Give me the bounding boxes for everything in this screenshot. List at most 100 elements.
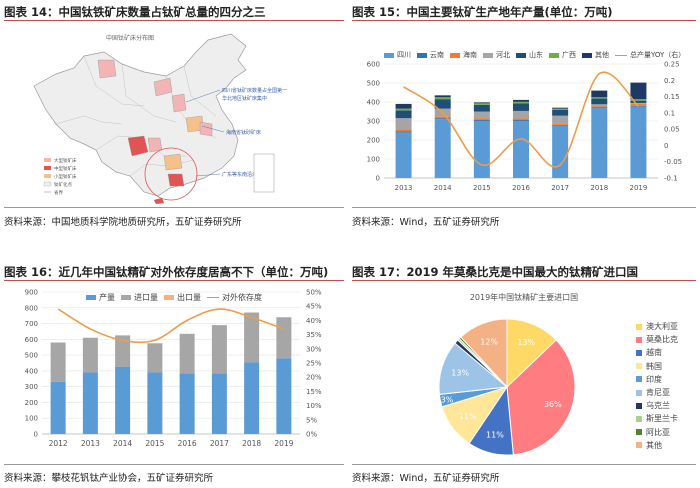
bar-segment bbox=[473, 103, 490, 105]
y2-tick-label: 35% bbox=[306, 331, 322, 339]
panel-title: 图表 15：中国主要钛矿生产地年产量(单位：万吨) bbox=[352, 5, 613, 19]
bar-segment bbox=[591, 105, 608, 107]
hainan-island bbox=[153, 197, 165, 204]
bar-segment bbox=[395, 131, 412, 133]
bar-segment bbox=[552, 125, 569, 178]
svg-text:广东等东南沿海钛砂矿: 广东等东南沿海钛砂矿 bbox=[222, 171, 272, 178]
y2-tick-label: -0.1 bbox=[664, 175, 678, 183]
dependence-chart: 0 100 200 300 400 500 600 700 800 900 50% 45% 40% 35%… bbox=[25, 289, 322, 449]
pie-slice bbox=[506, 339, 576, 456]
legend-item: 产量 bbox=[86, 292, 115, 303]
chart-legend: 产量 进口量 出口量 对外依存度 bbox=[86, 292, 268, 303]
x-tick-label: 2013 bbox=[81, 439, 100, 448]
legend-item: 对外依存度 bbox=[207, 292, 262, 303]
y-tick-label: 300 bbox=[367, 118, 380, 126]
x-tick-label: 2016 bbox=[178, 439, 197, 448]
bar-segment bbox=[115, 366, 131, 434]
bar-segment bbox=[513, 120, 529, 121]
bar-segment bbox=[179, 373, 195, 434]
source-text: 资料来源：攀枝花钒钛产业协会，五矿证券研究所 bbox=[4, 473, 214, 484]
svg-text:钛矿化点: 钛矿化点 bbox=[54, 181, 72, 188]
pie-legend-item: 韩国 bbox=[636, 360, 678, 373]
panel-imports: 图表 17：2019 年莫桑比克是中国最大的钛精矿进口国 2019年中国钛精矿主… bbox=[352, 264, 696, 486]
bar-segment bbox=[473, 104, 490, 112]
y2-tick-label: 50% bbox=[306, 289, 322, 297]
y-tick-label: 100 bbox=[367, 156, 380, 164]
legend-swatch bbox=[636, 376, 642, 383]
panel-title: 图表 17：2019 年莫桑比克是中国最大的钛精矿进口国 bbox=[352, 265, 639, 279]
y-tick-label: 700 bbox=[25, 320, 38, 328]
pie-legend-item: 斯里兰卡 bbox=[636, 412, 678, 425]
bar-segment bbox=[179, 333, 195, 374]
map-legend: 大型钛矿床 中型钛矿床 小型钛矿床 钛矿化点 省界 bbox=[43, 157, 77, 196]
bar-segment bbox=[473, 111, 490, 119]
source-text: 资料来源：Wind，五矿证券研究所 bbox=[352, 217, 500, 228]
highlight-circle bbox=[144, 147, 198, 201]
bar-segment bbox=[147, 372, 163, 434]
y-tick-label: 200 bbox=[367, 137, 380, 145]
legend-label: 肯尼亚 bbox=[646, 388, 670, 398]
x-tick-label: 2017 bbox=[551, 184, 569, 192]
y2-tick-label: 5% bbox=[306, 416, 317, 424]
x-tick-label: 2018 bbox=[242, 439, 261, 448]
pie-title: 2019年中国钛精矿主要进口国 bbox=[469, 293, 579, 302]
x-tick-label: 2012 bbox=[49, 439, 68, 448]
dependence-line bbox=[57, 308, 285, 344]
bar-segment bbox=[513, 110, 529, 119]
y-tick-label: 500 bbox=[367, 80, 380, 88]
bar-segment bbox=[147, 343, 163, 373]
bar-segment bbox=[434, 99, 451, 109]
bar-segment bbox=[395, 129, 412, 132]
y2-tick-label: 0.1 bbox=[664, 109, 675, 117]
legend-label: 韩国 bbox=[646, 361, 662, 371]
panel-title: 图表 16：近几年中国钛精矿对外依存度居高不下（单位：万吨) bbox=[4, 265, 329, 279]
legend-swatch bbox=[636, 429, 642, 436]
bar-segment bbox=[513, 99, 529, 102]
bar-segment bbox=[552, 108, 569, 110]
panel-map: 图表 14：中国钛铁矿床数量占钛矿总量的四分之三 中国钛矿床分布图 bbox=[4, 4, 344, 236]
y2-tick-label: 40% bbox=[306, 317, 322, 325]
bar-segment bbox=[244, 362, 260, 434]
bar-segment bbox=[434, 95, 451, 98]
x-tick-label: 2015 bbox=[145, 439, 164, 448]
y2-tick-label: 0% bbox=[306, 431, 317, 439]
legend-swatch bbox=[636, 442, 642, 449]
bar-segment bbox=[473, 102, 490, 104]
legend-label: 斯里兰卡 bbox=[646, 414, 678, 424]
y-tick-label: 600 bbox=[367, 61, 380, 69]
x-tick-label: 2016 bbox=[512, 184, 530, 192]
legend-label: 阿比亚 bbox=[646, 427, 670, 437]
bar-segment bbox=[591, 90, 608, 98]
bar-segment bbox=[591, 107, 608, 178]
bar-segment bbox=[591, 104, 608, 106]
legend-label: 莫桑比克 bbox=[646, 335, 678, 345]
pie-legend-item: 莫桑比克 bbox=[636, 333, 678, 346]
svg-text:四川省钛矿床数量占全国第一: 四川省钛矿床数量占全国第一 bbox=[222, 87, 287, 94]
legend-swatch bbox=[636, 349, 642, 356]
pie-legend-item: 乌克兰 bbox=[636, 399, 678, 412]
bar-segment bbox=[276, 317, 292, 359]
y2-tick-label: 0.2 bbox=[664, 77, 675, 85]
y-tick-label: 400 bbox=[367, 99, 380, 107]
bar-segment bbox=[473, 121, 490, 178]
bar-segment bbox=[513, 121, 529, 178]
source-text: 资料来源：中国地质科学院地质研究所，五矿证券研究所 bbox=[4, 217, 242, 228]
bar-segment bbox=[82, 372, 98, 434]
y-tick-label: 400 bbox=[25, 367, 38, 375]
bar-segment bbox=[630, 102, 647, 104]
pie-legend-item: 澳大利亚 bbox=[636, 320, 678, 333]
bar-segment bbox=[630, 103, 647, 106]
highlighted-provinces bbox=[97, 59, 213, 187]
pie-legend: 澳大利亚 莫桑比克 越南 韩国 印度 肯尼亚 乌克兰 斯里兰卡 阿比亚 其他 bbox=[636, 320, 678, 452]
y2-tick-label: 25% bbox=[306, 360, 322, 368]
bar-segment bbox=[552, 123, 569, 125]
bar-segment bbox=[591, 98, 608, 105]
pie-slice-label: 36% bbox=[544, 400, 562, 409]
y2-tick-label: -0.05 bbox=[664, 158, 682, 166]
y2-tick-label: 15% bbox=[306, 388, 322, 396]
legend-item: 进口量 bbox=[121, 292, 158, 303]
y-tick-label: 300 bbox=[25, 383, 38, 391]
legend-swatch bbox=[636, 389, 642, 396]
panel-dependence: 图表 16：近几年中国钛精矿对外依存度居高不下（单位：万吨) 产量 进口量 出口… bbox=[4, 264, 344, 486]
legend-label: 乌克兰 bbox=[646, 401, 670, 411]
